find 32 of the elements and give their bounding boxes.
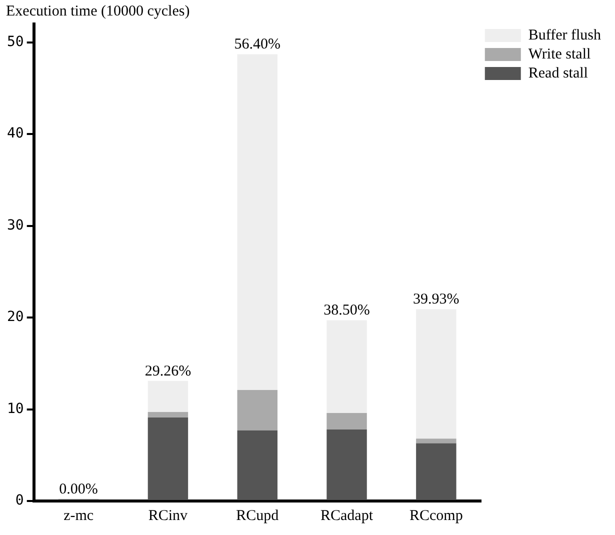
- bar: [416, 443, 456, 500]
- x-tick-label: z-mc: [64, 508, 94, 524]
- y-tick-label: 0: [15, 492, 24, 509]
- bar: [326, 429, 367, 500]
- annotation: 29.26%: [144, 363, 192, 380]
- bar: [237, 54, 278, 390]
- legend-label: Read stall: [528, 65, 588, 82]
- y-tick-label: 10: [7, 400, 24, 417]
- bar: [148, 412, 188, 418]
- y-tick-label: 30: [7, 217, 24, 234]
- x-tick-label: RCupd: [236, 508, 280, 524]
- annotation: 56.40%: [234, 36, 280, 53]
- bar: [416, 309, 456, 439]
- bar: [148, 418, 188, 500]
- bar: [326, 412, 367, 430]
- bar: [326, 320, 367, 413]
- y-tick-label: 20: [7, 309, 24, 326]
- y-tick-label: 40: [7, 126, 24, 142]
- y-axis-title: Execution time (10000 cycles): [6, 3, 190, 20]
- bar: [237, 430, 278, 500]
- x-tick-label: RCcomp: [410, 508, 463, 524]
- annotation: 0.00%: [59, 482, 98, 498]
- x-tick-label: RCinv: [148, 508, 188, 524]
- bar: [148, 380, 188, 412]
- y-tick-label: 50: [7, 34, 24, 50]
- annotation: 39.93%: [413, 292, 460, 308]
- bar: [237, 390, 278, 430]
- legend-label: Write stall: [528, 46, 591, 62]
- annotation: 38.50%: [324, 302, 370, 319]
- bar: [416, 438, 456, 444]
- x-tick-label: RCadapt: [320, 508, 374, 524]
- legend-label: Buffer flush: [528, 27, 602, 44]
